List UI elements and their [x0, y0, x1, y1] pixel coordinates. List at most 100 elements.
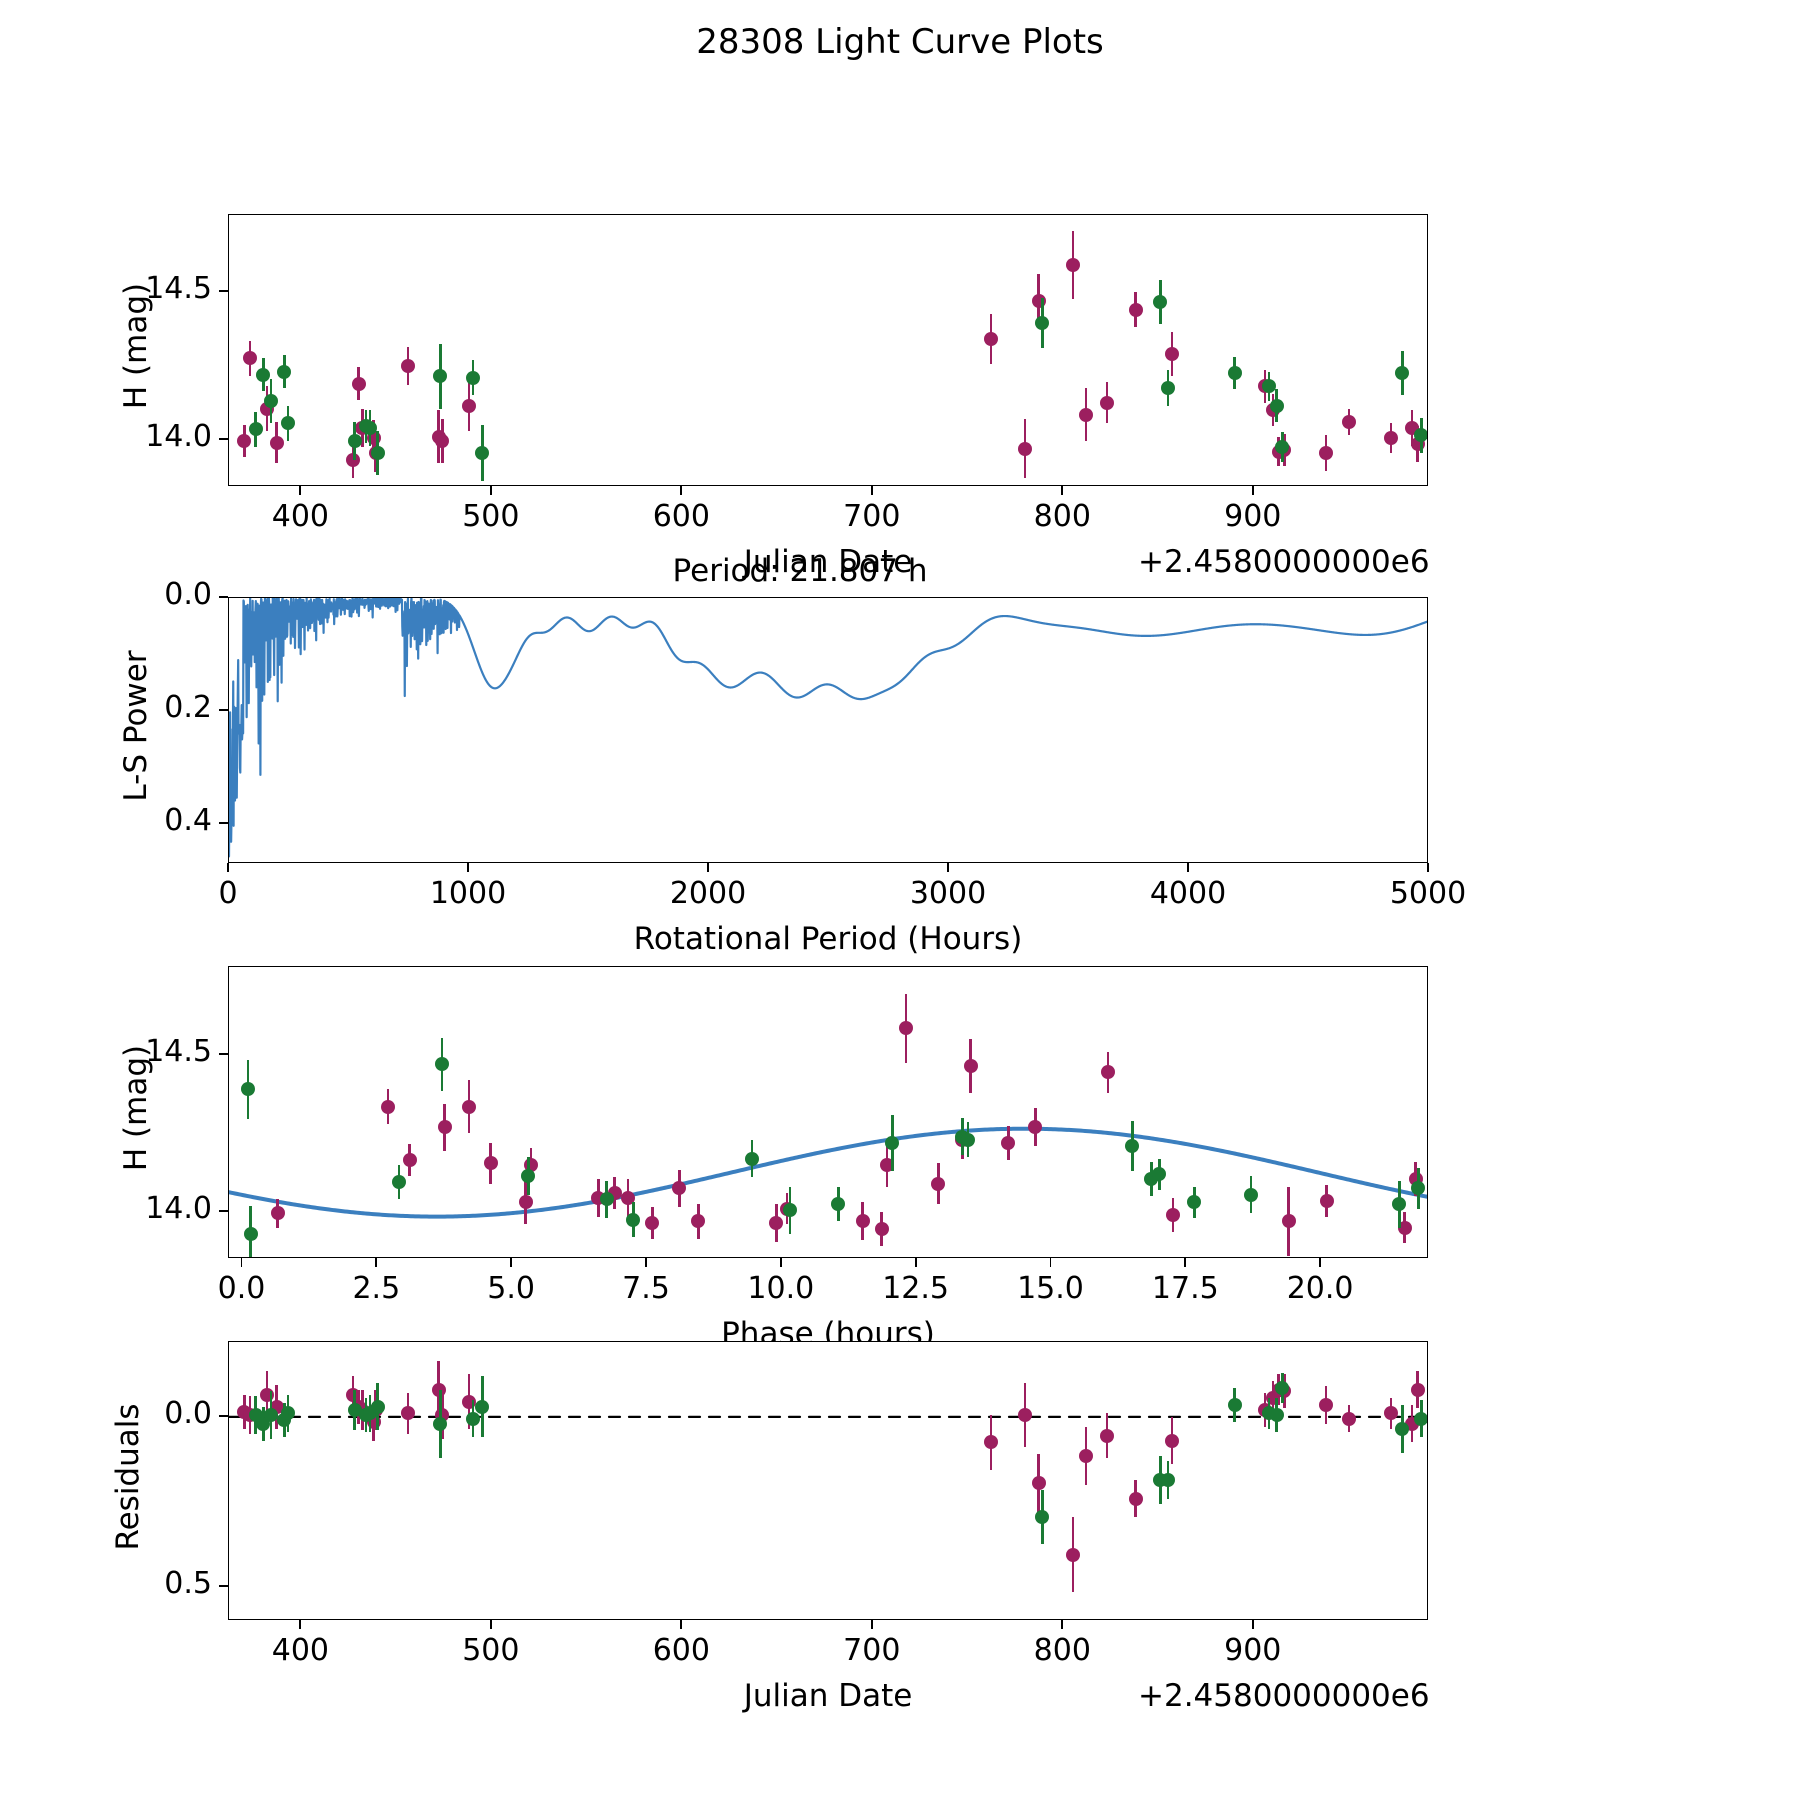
data-point — [1161, 380, 1176, 395]
data-point — [462, 1099, 476, 1114]
data-point — [1269, 1408, 1284, 1423]
x-tick-label: 1000 — [429, 876, 507, 911]
x-tick-label: 7.5 — [622, 1271, 670, 1306]
data-point — [1411, 1181, 1426, 1196]
x-tick-label: 10.0 — [747, 1271, 815, 1306]
data-point — [1414, 1411, 1427, 1426]
data-point — [281, 1406, 296, 1421]
x-tick-label: 400 — [271, 499, 329, 534]
y-tick-label: 14.5 — [145, 270, 212, 306]
data-point — [362, 420, 377, 435]
data-point — [518, 1195, 533, 1210]
figure-title: 28308 Light Curve Plots — [696, 22, 1104, 62]
data-point — [983, 332, 998, 347]
residuals-x-offset-text: +2.4580000000e6 — [1138, 1678, 1430, 1714]
data-point — [1031, 1476, 1046, 1491]
x-tick — [489, 1620, 492, 1629]
data-point — [1227, 1397, 1242, 1412]
y-tick — [219, 1053, 228, 1055]
x-tick — [467, 863, 469, 872]
x-tick-label: 800 — [1033, 1633, 1091, 1668]
zero-reference-line — [229, 1415, 1427, 1418]
data-point — [1227, 366, 1242, 381]
data-point — [898, 1021, 913, 1036]
data-point — [435, 1057, 450, 1072]
data-point — [345, 1387, 360, 1402]
data-point — [345, 453, 360, 468]
periodogram-period-annotation: Period: 21.807 h — [672, 553, 928, 589]
periodogram-axes — [228, 597, 1428, 863]
x-tick — [1427, 863, 1429, 872]
y-tick-label: 0.4 — [164, 803, 212, 839]
data-point — [1342, 414, 1356, 429]
data-point — [277, 364, 292, 379]
data-point — [465, 1411, 480, 1426]
data-point — [1269, 398, 1284, 413]
data-point — [521, 1168, 536, 1183]
data-point — [1100, 1428, 1115, 1443]
data-point — [435, 434, 450, 449]
data-point — [256, 367, 271, 382]
x-tick — [914, 1258, 917, 1267]
data-point — [1128, 302, 1143, 317]
data-point — [263, 394, 278, 409]
x-tick — [680, 486, 683, 495]
x-tick — [510, 1258, 513, 1267]
data-point — [269, 435, 284, 450]
y-tick-label: 14.0 — [145, 418, 212, 454]
data-point — [769, 1215, 784, 1230]
data-point — [621, 1190, 636, 1205]
sinusoid-fit-curve — [229, 1126, 1427, 1219]
x-tick — [645, 1258, 647, 1267]
x-tick — [489, 486, 492, 495]
x-tick-label: 400 — [271, 1633, 329, 1668]
x-tick-label: 700 — [843, 499, 901, 534]
light-curve-axes — [228, 214, 1428, 486]
data-point — [391, 1175, 406, 1190]
residuals-axes — [228, 1341, 1428, 1620]
data-point — [401, 358, 416, 373]
data-point — [1001, 1135, 1016, 1150]
data-point — [1392, 1197, 1407, 1212]
data-point — [433, 369, 448, 384]
data-point — [874, 1222, 889, 1237]
data-point — [475, 1399, 490, 1414]
x-tick — [1061, 1620, 1064, 1629]
x-tick — [1251, 1620, 1254, 1629]
x-tick — [299, 1620, 302, 1629]
data-point — [1414, 428, 1427, 443]
data-point — [691, 1214, 706, 1229]
data-point — [1018, 1408, 1033, 1423]
x-tick-label: 2.5 — [352, 1271, 401, 1306]
x-tick-label: 20.0 — [1286, 1271, 1354, 1306]
data-point — [1035, 315, 1050, 330]
x-tick — [375, 1258, 378, 1267]
data-point — [1100, 395, 1115, 410]
data-point — [347, 1403, 362, 1418]
x-tick — [1251, 486, 1254, 495]
data-point — [1383, 1406, 1398, 1421]
x-tick-label: 2000 — [669, 876, 747, 911]
data-point — [402, 1153, 417, 1168]
data-point — [1164, 1433, 1179, 1448]
x-tick — [870, 486, 873, 495]
y-tick-label: 0.0 — [164, 1395, 212, 1431]
data-point — [960, 1132, 975, 1147]
data-point — [243, 1226, 258, 1241]
y-tick — [219, 1210, 228, 1212]
x-tick-label: 500 — [462, 499, 520, 534]
data-point — [483, 1156, 498, 1171]
data-point — [281, 416, 296, 431]
data-point — [1065, 258, 1080, 273]
x-tick — [299, 486, 302, 495]
data-point — [1397, 1220, 1412, 1235]
data-point — [931, 1176, 946, 1191]
x-tick-label: 5.0 — [487, 1271, 535, 1306]
data-point — [351, 376, 366, 391]
data-point — [381, 1099, 396, 1114]
data-point — [270, 1206, 285, 1221]
periodogram-trace — [229, 598, 1427, 858]
x-tick — [870, 1620, 873, 1629]
data-point — [1079, 1448, 1094, 1463]
